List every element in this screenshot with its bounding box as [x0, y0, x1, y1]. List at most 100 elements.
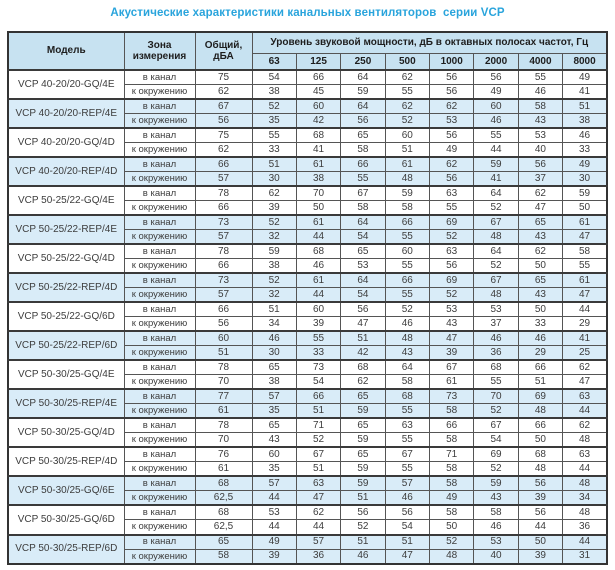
level-cell-2000hz: 44: [473, 142, 519, 158]
level-cell-2000hz: 64: [473, 185, 519, 202]
level-cell-2000hz: 54: [473, 432, 519, 448]
level-cell-250hz: 51: [340, 533, 386, 550]
level-cell-1000hz: 50: [428, 519, 475, 535]
level-cell-63hz: 38: [251, 374, 297, 390]
level-cell-2000hz: 43: [473, 490, 519, 506]
level-cell-4000hz: 39: [517, 548, 564, 565]
level-cell-8000hz: 41: [562, 330, 608, 347]
model-cell: VCP 50-30/25-GQ/4D: [7, 417, 125, 448]
level-cell-4000hz: 56: [517, 475, 564, 492]
level-cell-63hz: 34: [251, 316, 297, 332]
header-row-top: Модель Зона измерения Общий, дБА Уровень…: [7, 31, 608, 71]
zone-cell: в канал: [123, 214, 196, 231]
level-cell-125hz: 38: [295, 171, 342, 187]
level-cell-500hz: 55: [384, 287, 431, 303]
level-cell-8000hz: 59: [562, 185, 608, 202]
total-dba-cell: 62: [194, 84, 253, 100]
level-cell-2000hz: 52: [473, 258, 519, 274]
level-cell-125hz: 42: [295, 113, 342, 129]
model-cell: VCP 50-25/22-GQ/6D: [7, 301, 125, 332]
table-row: VCP 50-30/25-REP/4E в канал 77 57 66 65 68 73 70…: [7, 388, 608, 419]
level-cell-8000hz: 29: [562, 316, 608, 332]
zone-cell: к окружению: [123, 374, 196, 390]
level-cell-63hz: 35: [251, 403, 297, 419]
level-cell-4000hz: 43: [517, 287, 564, 303]
level-cell-1000hz: 52: [428, 533, 475, 550]
level-cell-250hz: 59: [340, 461, 386, 477]
table-row: к окружению 57 32 44 54 55 52 48 43 47: [8, 287, 608, 303]
total-dba-cell: 73: [194, 214, 253, 231]
table-row: VCP 50-30/25-REP/4D в канал 76 60 67 65 67 71 69…: [7, 446, 608, 477]
level-cell-63hz: 30: [251, 171, 297, 187]
level-cell-500hz: 59: [384, 185, 431, 202]
zone-cell: к окружению: [123, 229, 196, 245]
level-cell-2000hz: 59: [473, 475, 519, 492]
level-cell-125hz: 51: [295, 403, 342, 419]
zone-cell: в канал: [123, 417, 196, 434]
level-cell-500hz: 54: [384, 519, 431, 535]
total-dba-cell: 75: [194, 127, 253, 144]
level-cell-250hz: 54: [340, 229, 386, 245]
level-cell-1000hz: 58: [428, 403, 475, 419]
zone-cell: в канал: [123, 533, 196, 550]
level-cell-125hz: 68: [295, 127, 342, 144]
table-row: к окружению 70 43 52 59 55 58 54 50 48: [8, 432, 608, 448]
level-cell-4000hz: 50: [517, 258, 564, 274]
table-row: VCP 50-30/25-GQ/4D в канал 78 65 71 65 63 66 67 6…: [7, 417, 608, 448]
level-cell-4000hz: 37: [517, 171, 564, 187]
model-cell: VCP 40-20/20-GQ/4E: [7, 68, 125, 100]
level-cell-8000hz: 50: [562, 200, 608, 216]
level-cell-1000hz: 56: [428, 69, 475, 85]
total-dba-cell: 70: [194, 374, 253, 390]
table-row: VCP 40-20/20-REP/4E в канал 67 52 60 64 62 62 60…: [7, 98, 608, 129]
table-row: VCP 50-30/25-GQ/6D в канал 68 53 62 56 56 58 58 5…: [7, 504, 608, 536]
level-cell-250hz: 65: [340, 127, 386, 144]
level-cell-8000hz: 30: [562, 171, 608, 187]
level-cell-250hz: 51: [340, 490, 386, 506]
level-cell-4000hz: 69: [517, 388, 564, 405]
level-cell-4000hz: 68: [517, 446, 564, 463]
level-cell-1000hz: 62: [428, 98, 475, 115]
level-cell-8000hz: 55: [562, 258, 608, 274]
level-cell-125hz: 39: [295, 316, 342, 332]
table-row: к окружению 62,5 44 44 52 54 50 46 44 36: [8, 519, 608, 535]
model-cell: VCP 40-20/20-GQ/4D: [7, 127, 125, 158]
level-cell-1000hz: 61: [428, 374, 475, 390]
level-cell-125hz: 44: [295, 229, 342, 245]
level-cell-2000hz: 55: [473, 374, 519, 390]
zone-cell: к окружению: [123, 345, 196, 361]
zone-cell: к окружению: [123, 519, 196, 535]
col-header-freq-4000: 4000: [517, 52, 564, 71]
table-row: VCP 50-30/25-REP/6D в канал 65 49 57 51 51 52 53…: [7, 533, 608, 565]
level-cell-2000hz: 53: [473, 533, 519, 550]
level-cell-2000hz: 59: [473, 156, 519, 173]
col-header-model: Модель: [7, 31, 125, 71]
level-cell-8000hz: 47: [562, 287, 608, 303]
table-row: VCP 50-25/22-REP/4D в канал 73 52 61 64 66 69 67…: [7, 272, 608, 303]
table-row: к окружению 62,5 44 47 51 46 49 43 39 34: [8, 490, 608, 506]
level-cell-500hz: 55: [384, 84, 431, 100]
total-dba-cell: 58: [194, 548, 253, 565]
level-cell-8000hz: 62: [562, 417, 608, 434]
level-cell-250hz: 64: [340, 98, 386, 115]
level-cell-1000hz: 58: [428, 475, 475, 492]
level-cell-125hz: 51: [295, 461, 342, 477]
level-cell-2000hz: 67: [473, 214, 519, 231]
level-cell-125hz: 66: [295, 388, 342, 405]
level-cell-2000hz: 64: [473, 243, 519, 260]
total-dba-cell: 60: [194, 330, 253, 347]
level-cell-4000hz: 66: [517, 359, 564, 376]
zone-cell: в канал: [123, 69, 196, 85]
level-cell-500hz: 55: [384, 432, 431, 448]
level-cell-500hz: 63: [384, 417, 431, 434]
level-cell-125hz: 50: [295, 200, 342, 216]
level-cell-2000hz: 48: [473, 287, 519, 303]
level-cell-500hz: 55: [384, 403, 431, 419]
table-row: VCP 50-30/25-GQ/4E в канал 78 65 73 68 64 67 68 6…: [7, 359, 608, 390]
level-cell-8000hz: 62: [562, 359, 608, 376]
level-cell-2000hz: 52: [473, 461, 519, 477]
table-row: к окружению 51 30 33 42 43 39 36 29 25: [8, 345, 608, 361]
level-cell-2000hz: 41: [473, 171, 519, 187]
level-cell-500hz: 58: [384, 200, 431, 216]
level-cell-4000hz: 46: [517, 84, 564, 100]
